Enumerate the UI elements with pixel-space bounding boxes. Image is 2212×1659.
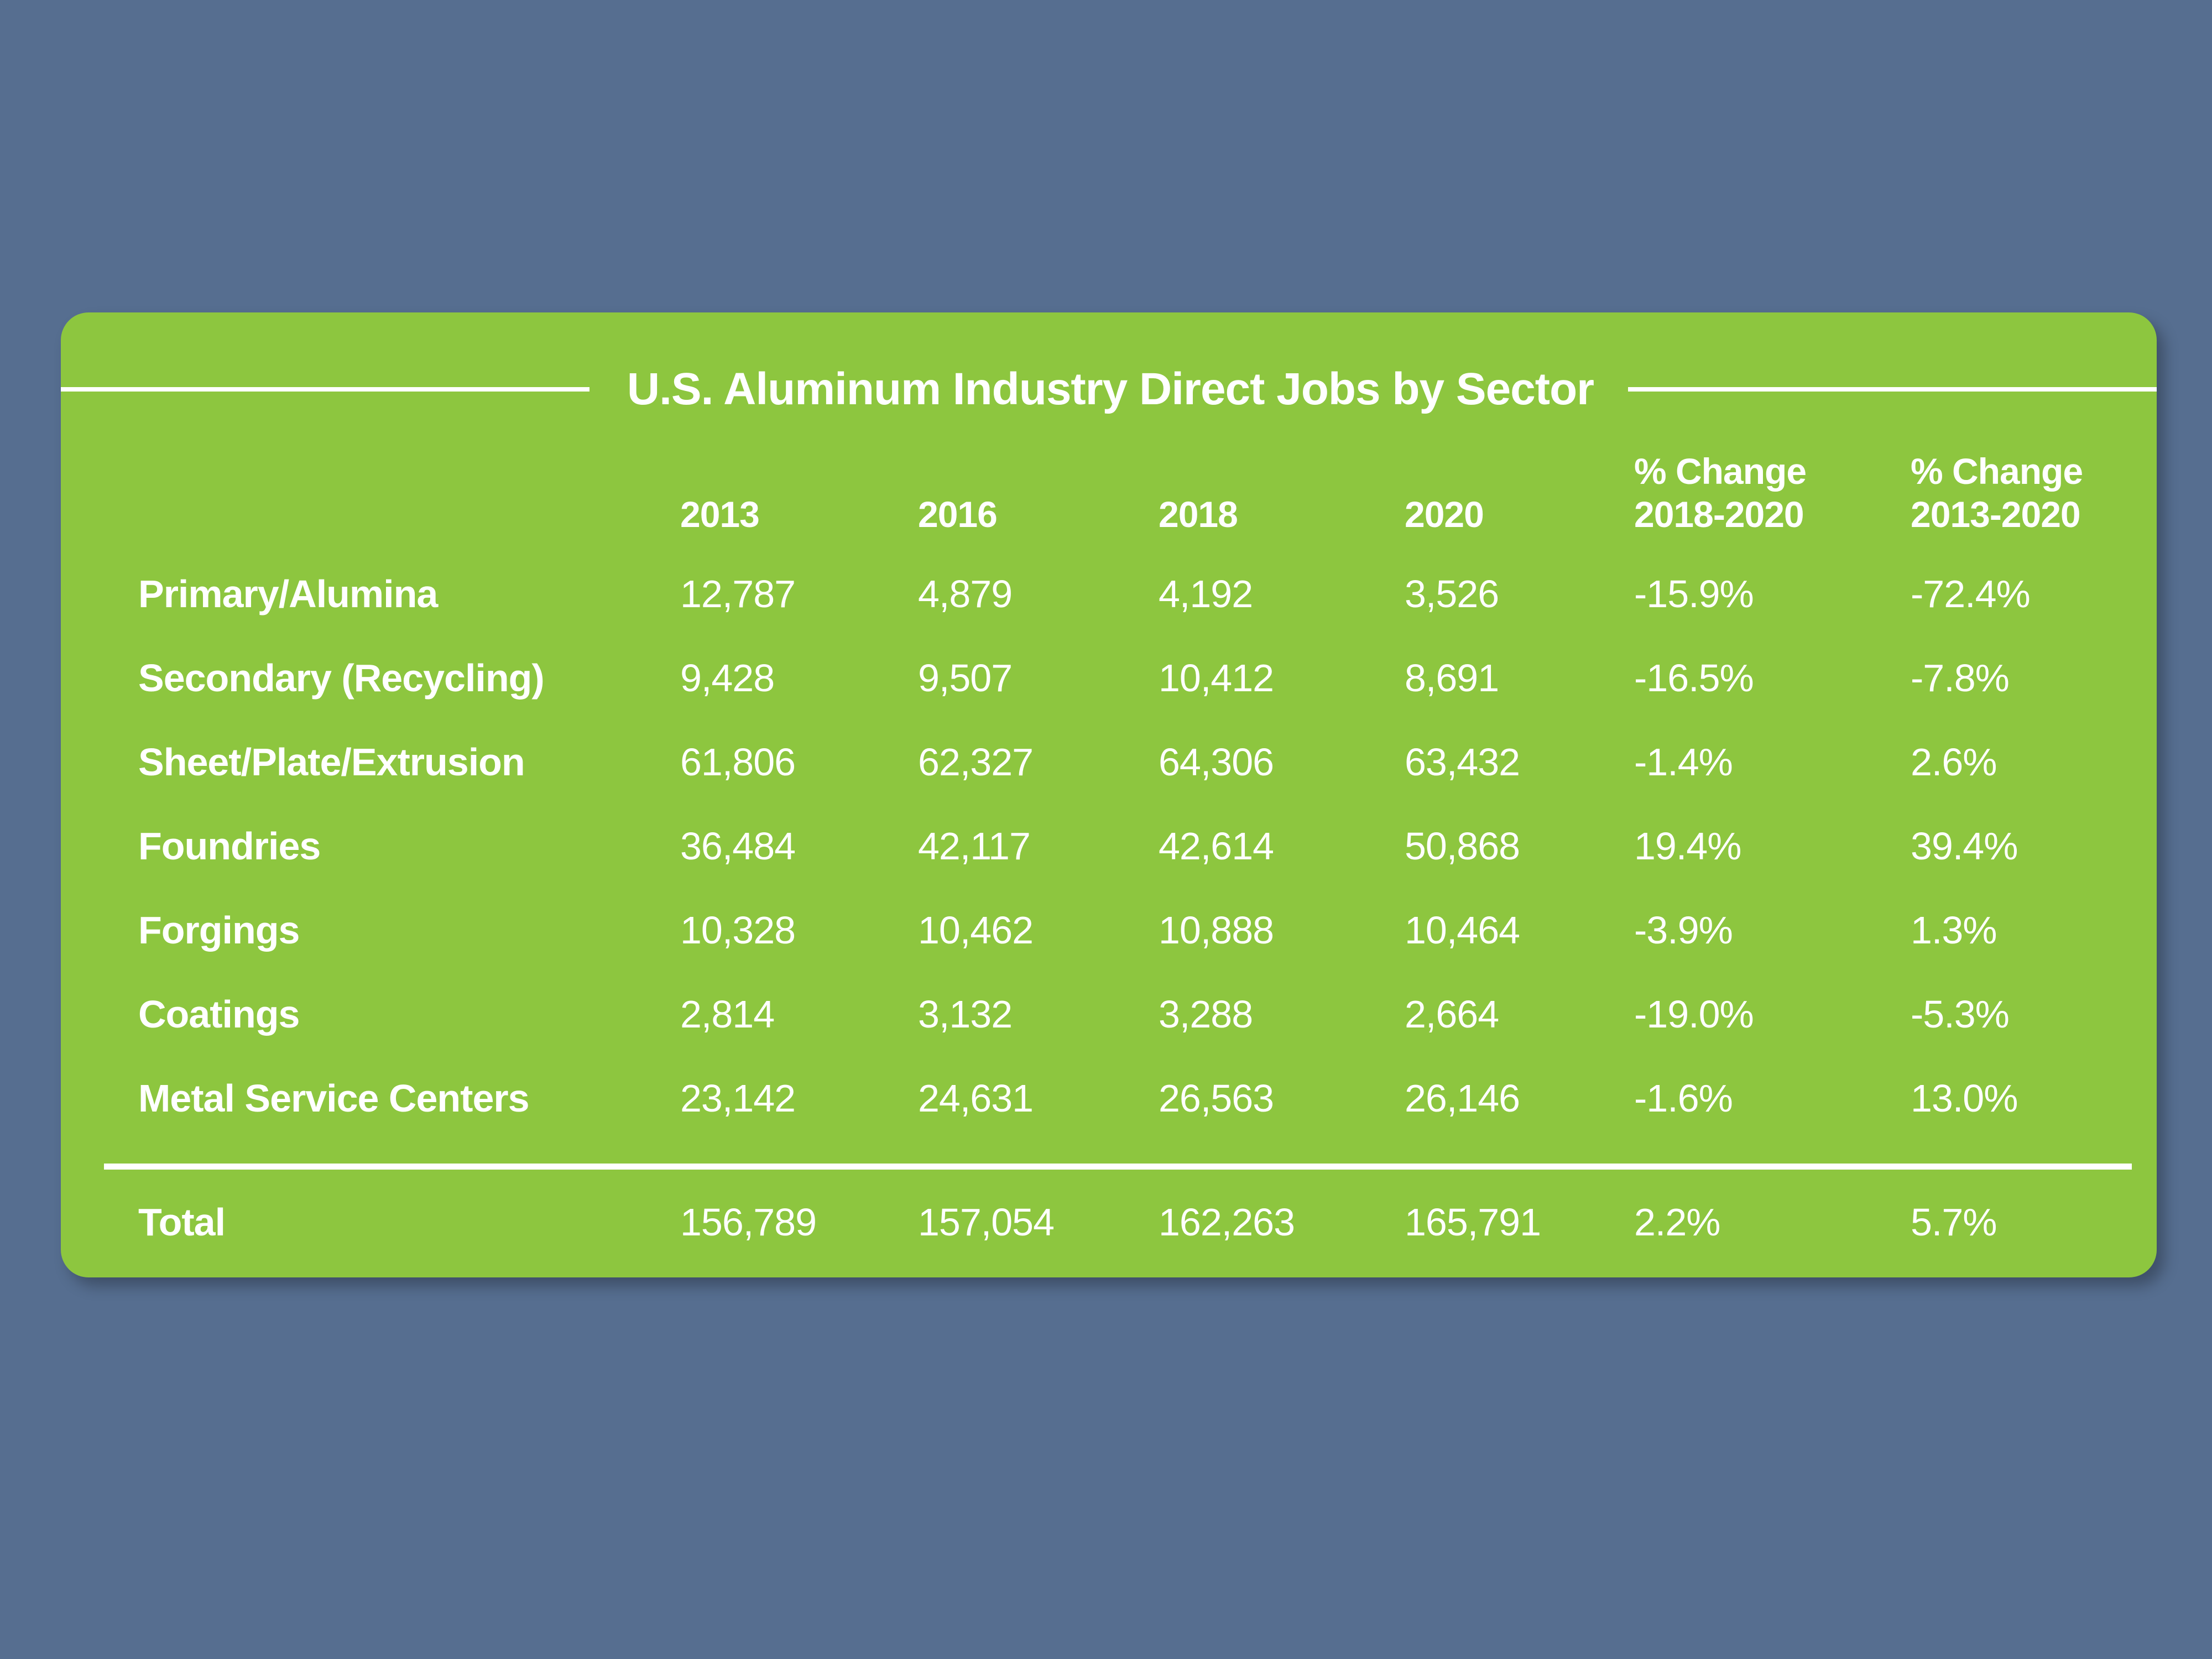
cell-2016: 3,132 [918, 993, 1013, 1036]
cell-2020: 50,868 [1405, 825, 1520, 868]
cell-2020: 165,791 [1405, 1201, 1541, 1244]
title-rule-left [61, 387, 589, 392]
cell-2013: 2,814 [680, 993, 775, 1036]
cell-2013: 10,328 [680, 909, 796, 952]
cell-2020: 8,691 [1405, 656, 1499, 700]
cell-2016: 10,462 [918, 909, 1034, 952]
page-title: U.S. Aluminum Industry Direct Jobs by Se… [627, 364, 1594, 414]
header-pct1-line1: % Change [1634, 451, 1807, 492]
jobs-table: 2013 2016 2018 2020 % Change 2018-2020 %… [61, 434, 2157, 1266]
row-label: Sheet/Plate/Extrusion [138, 740, 525, 784]
row-label: Foundries [138, 825, 321, 868]
cell-2020: 10,464 [1405, 909, 1520, 952]
cell-pct-2013-2020: 5.7% [1911, 1201, 1997, 1244]
cell-2020: 3,526 [1405, 572, 1499, 615]
cell-2016: 157,054 [918, 1201, 1055, 1244]
cell-pct-2013-2020: -7.8% [1911, 656, 2010, 700]
cell-pct-2018-2020: -1.6% [1634, 1077, 1733, 1120]
row-label: Secondary (Recycling) [138, 656, 545, 700]
cell-pct-2013-2020: 1.3% [1911, 909, 1997, 952]
cell-2013: 23,142 [680, 1077, 796, 1120]
row-label: Forgings [138, 909, 300, 952]
cell-2020: 26,146 [1405, 1077, 1520, 1120]
cell-2016: 62,327 [918, 740, 1034, 784]
header-pct2-line1: % Change [1911, 451, 2083, 492]
header-2018: 2018 [1159, 494, 1238, 535]
title-row: U.S. Aluminum Industry Direct Jobs by Se… [61, 312, 2157, 415]
total-separator-rule [104, 1164, 2132, 1170]
header-2013: 2013 [680, 494, 760, 535]
cell-2018: 10,888 [1159, 909, 1274, 952]
header-pct-change-2018-2020: % Change 2018-2020 [1634, 434, 1911, 552]
cell-2018: 3,288 [1159, 993, 1253, 1036]
cell-2016: 4,879 [918, 572, 1013, 615]
cell-pct-2018-2020: 19.4% [1634, 825, 1741, 868]
cell-2020: 2,664 [1405, 993, 1499, 1036]
cell-2018: 26,563 [1159, 1077, 1274, 1120]
row-label: Total [138, 1201, 226, 1244]
cell-2020: 63,432 [1405, 740, 1520, 784]
cell-2018: 64,306 [1159, 740, 1274, 784]
cell-2016: 24,631 [918, 1077, 1034, 1120]
cell-pct-2013-2020: 13.0% [1911, 1077, 2018, 1120]
header-pct1-line2: 2018-2020 [1634, 494, 1804, 535]
header-2020: 2020 [1405, 494, 1484, 535]
cell-pct-2013-2020: -5.3% [1911, 993, 2010, 1036]
header-pct-change-2013-2020: % Change 2013-2020 [1911, 434, 2104, 552]
row-label: Primary/Alumina [138, 572, 438, 615]
header-sector-blank [138, 434, 680, 552]
header-2016: 2016 [918, 494, 998, 535]
row-label: Coatings [138, 993, 300, 1036]
header-pct2-line2: 2013-2020 [1911, 494, 2081, 535]
cell-pct-2018-2020: 2.2% [1634, 1201, 1721, 1244]
cell-2018: 42,614 [1159, 825, 1274, 868]
title-rule-right [1628, 387, 2157, 392]
cell-2016: 42,117 [918, 825, 1031, 868]
cell-2018: 162,263 [1159, 1201, 1295, 1244]
cell-2013: 36,484 [680, 825, 796, 868]
cell-pct-2018-2020: -15.9% [1634, 572, 1754, 615]
cell-pct-2018-2020: -1.4% [1634, 740, 1733, 784]
cell-2016: 9,507 [918, 656, 1013, 700]
cell-2013: 61,806 [680, 740, 796, 784]
row-label: Metal Service Centers [138, 1077, 530, 1120]
cell-pct-2013-2020: 39.4% [1911, 825, 2018, 868]
cell-2018: 4,192 [1159, 572, 1253, 615]
cell-pct-2018-2020: -16.5% [1634, 656, 1754, 700]
cell-pct-2013-2020: 2.6% [1911, 740, 1997, 784]
jobs-table-card: U.S. Aluminum Industry Direct Jobs by Se… [61, 312, 2157, 1277]
cell-pct-2018-2020: -3.9% [1634, 909, 1733, 952]
cell-2013: 9,428 [680, 656, 775, 700]
cell-2018: 10,412 [1159, 656, 1274, 700]
cell-2013: 12,787 [680, 572, 796, 615]
cell-2013: 156,789 [680, 1201, 817, 1244]
cell-pct-2018-2020: -19.0% [1634, 993, 1754, 1036]
cell-pct-2013-2020: -72.4% [1911, 572, 2031, 615]
